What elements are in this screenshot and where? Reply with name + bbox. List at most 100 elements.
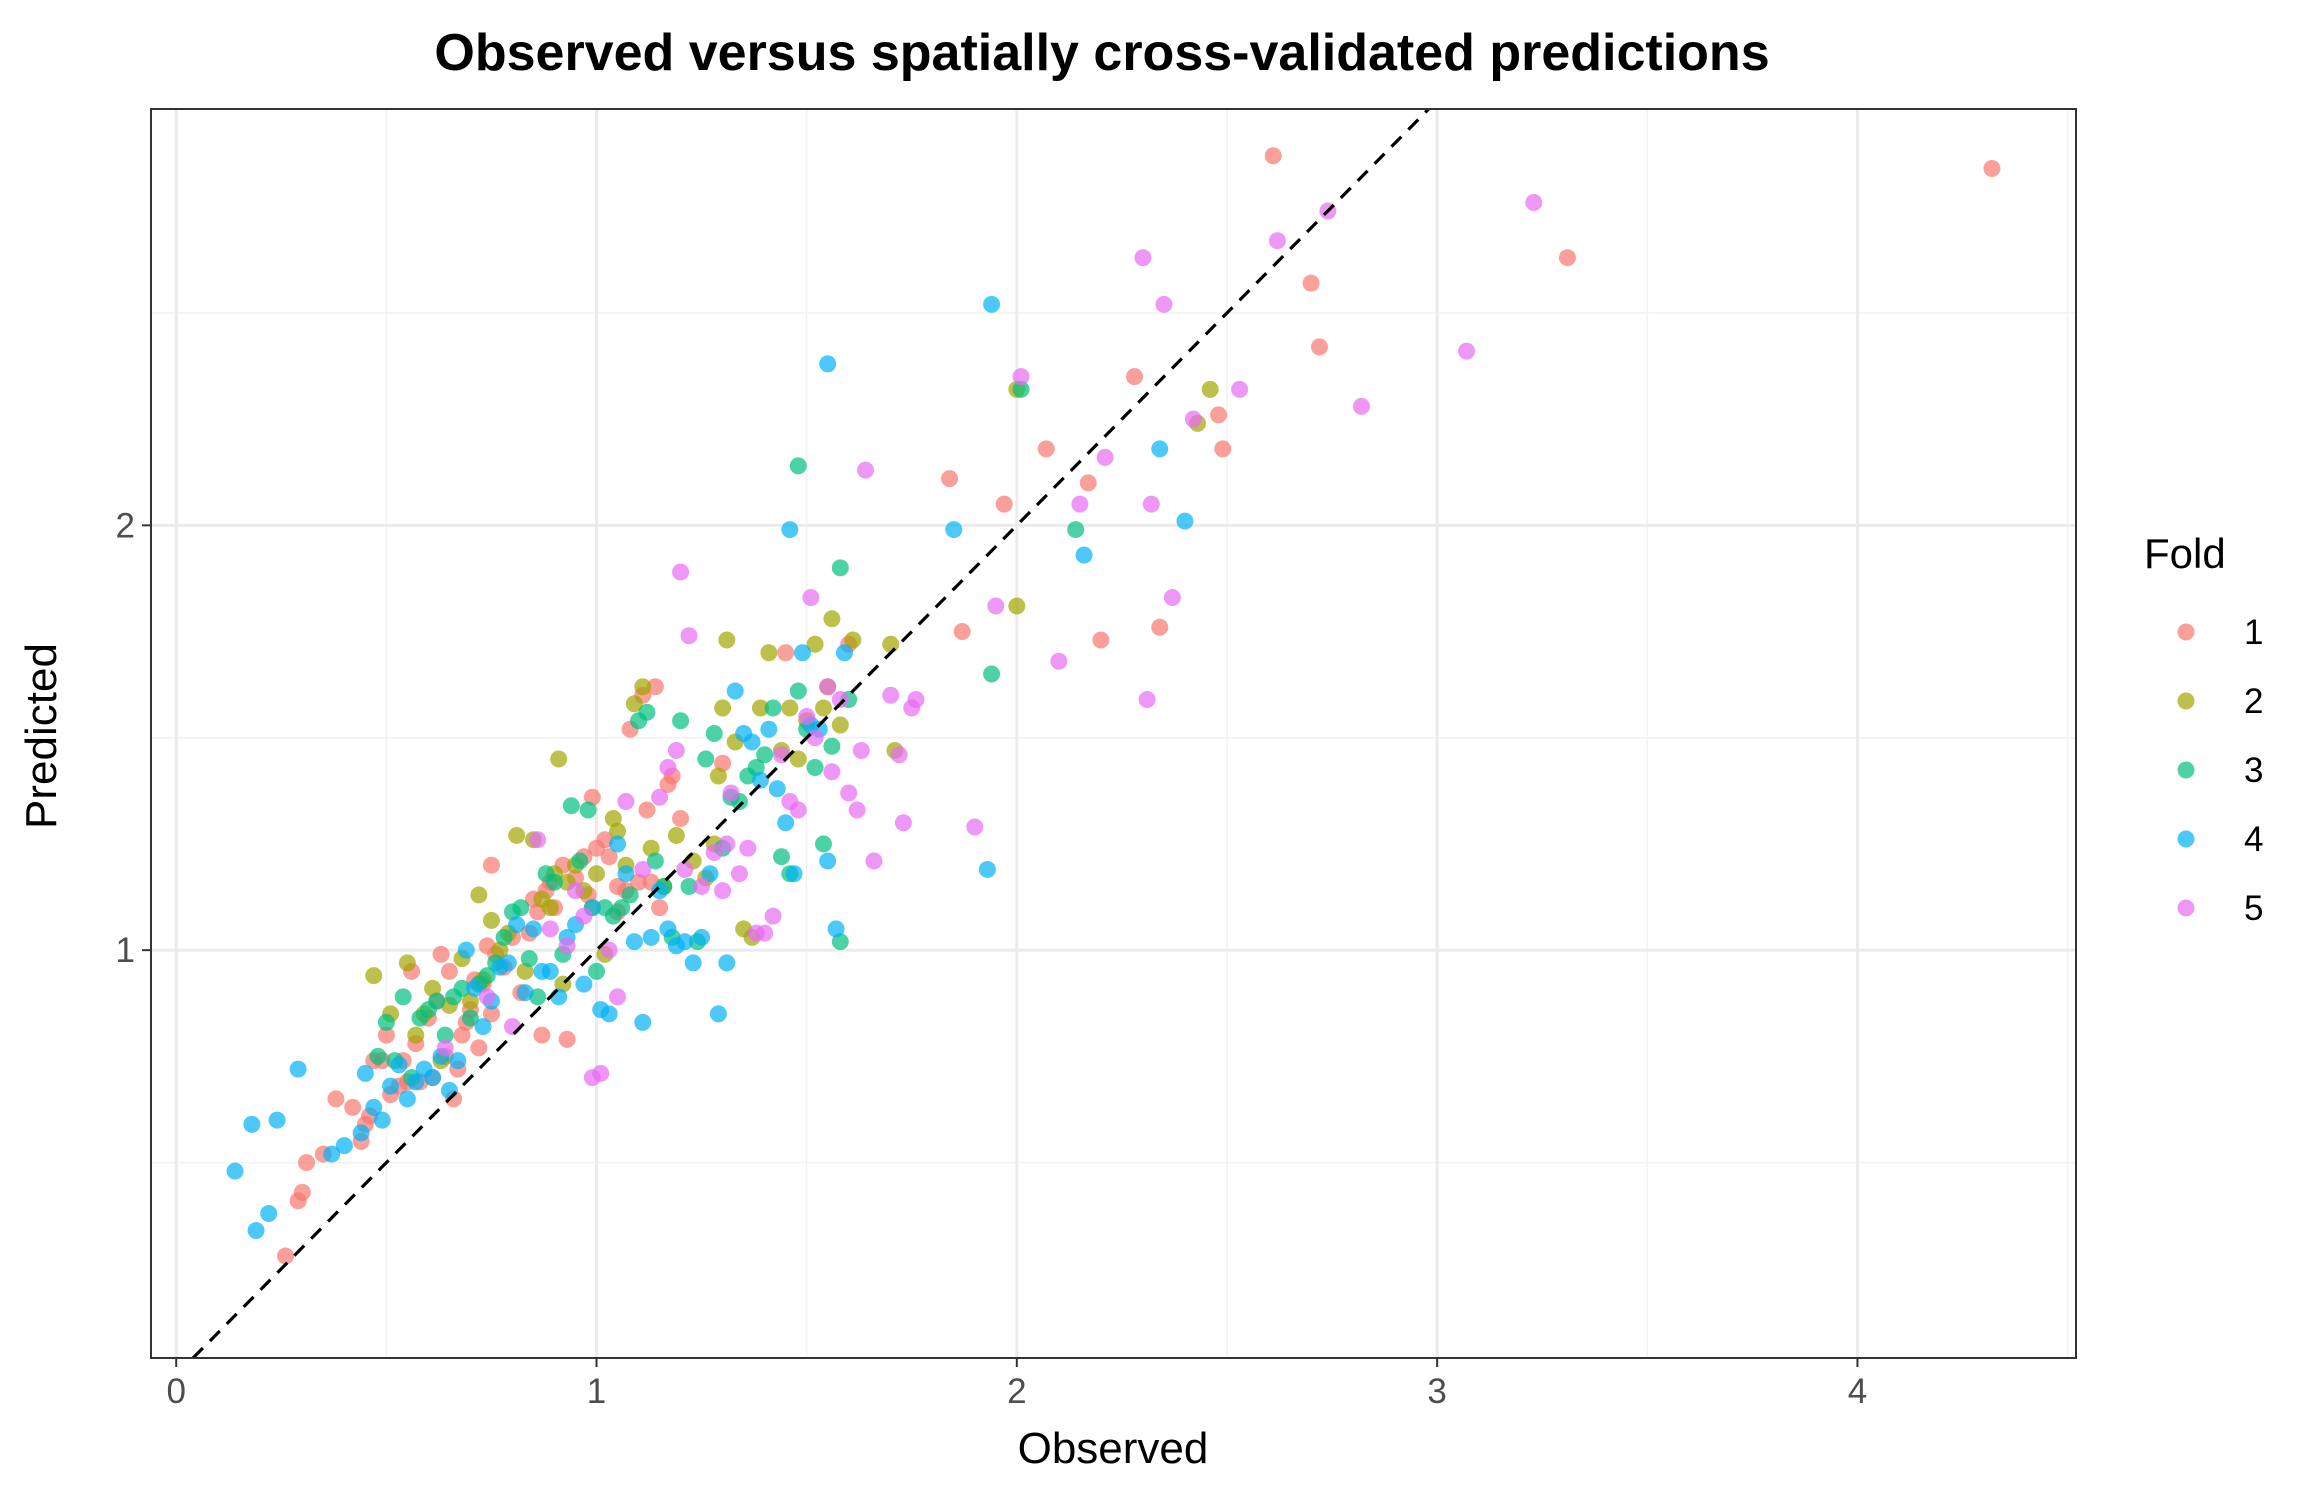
legend-key-4 [2177, 830, 2195, 848]
legend-label: 1 [2244, 613, 2263, 652]
x-tick-label: 1 [587, 1372, 606, 1411]
point-fold-5 [436, 1039, 454, 1057]
y-tick-label: 1 [116, 931, 135, 970]
point-fold-2 [365, 967, 383, 985]
point-fold-5 [1012, 368, 1030, 386]
point-fold-4 [709, 1005, 727, 1023]
point-fold-3 [789, 682, 807, 700]
point-fold-2 [789, 750, 807, 768]
point-fold-5 [756, 924, 774, 942]
point-fold-3 [545, 873, 563, 891]
point-fold-5 [852, 741, 870, 759]
point-fold-5 [806, 729, 824, 747]
point-fold-5 [672, 563, 690, 581]
point-fold-4 [1151, 440, 1169, 458]
point-fold-5 [1050, 652, 1068, 670]
x-tick-label: 3 [1427, 1372, 1446, 1411]
point-fold-3 [579, 801, 597, 819]
point-fold-5 [831, 691, 849, 709]
point-fold-2 [806, 635, 824, 653]
point-fold-3 [814, 835, 832, 853]
point-fold-5 [1134, 249, 1152, 267]
point-fold-4 [793, 644, 811, 662]
point-fold-5 [798, 708, 816, 726]
point-fold-4 [819, 355, 837, 373]
point-fold-3 [764, 699, 782, 717]
point-fold-2 [882, 635, 900, 653]
point-fold-4 [743, 733, 761, 751]
point-fold-5 [890, 746, 908, 764]
point-fold-5 [1458, 342, 1476, 360]
point-fold-1 [1126, 368, 1144, 386]
point-fold-4 [718, 954, 736, 972]
point-fold-3 [394, 988, 412, 1006]
point-fold-4 [617, 865, 635, 883]
x-tick-label: 0 [166, 1372, 185, 1411]
point-fold-3 [562, 797, 580, 815]
point-fold-3 [453, 979, 471, 997]
point-fold-3 [621, 886, 639, 904]
point-fold-5 [659, 758, 677, 776]
point-fold-1 [1214, 440, 1232, 458]
point-fold-4 [407, 1073, 425, 1091]
point-fold-5 [894, 814, 912, 832]
point-fold-3 [520, 950, 538, 968]
point-fold-2 [508, 826, 526, 844]
point-fold-4 [550, 988, 568, 1006]
point-fold-4 [781, 521, 799, 539]
point-fold-1 [558, 1030, 576, 1048]
point-fold-4 [651, 882, 669, 900]
point-fold-1 [1151, 618, 1169, 636]
point-fold-1 [651, 899, 669, 917]
point-fold-5 [529, 831, 547, 849]
y-axis-title: Predicted [17, 643, 66, 829]
point-fold-4 [352, 1124, 370, 1142]
point-fold-2 [667, 826, 685, 844]
point-fold-5 [676, 860, 694, 878]
point-fold-4 [760, 720, 778, 738]
legend-key-2 [2177, 692, 2195, 710]
point-fold-5 [503, 1018, 521, 1036]
point-fold-4 [335, 1137, 353, 1155]
point-fold-4 [524, 920, 542, 938]
point-fold-5 [722, 784, 740, 802]
point-fold-1 [1210, 406, 1228, 424]
point-fold-5 [651, 788, 669, 806]
point-fold-5 [1352, 397, 1370, 415]
point-fold-5 [600, 941, 618, 959]
point-fold-1 [293, 1183, 311, 1201]
point-fold-1 [941, 470, 959, 488]
point-fold-5 [1184, 410, 1202, 428]
point-fold-3 [672, 712, 690, 730]
data-points [226, 147, 2001, 1265]
point-fold-2 [844, 631, 862, 649]
point-fold-5 [987, 597, 1005, 615]
plot-panel-border [150, 108, 2077, 1359]
point-fold-4 [516, 984, 534, 1002]
point-fold-2 [588, 865, 606, 883]
point-fold-4 [751, 771, 769, 789]
point-fold-3 [806, 758, 824, 776]
point-fold-1 [777, 644, 795, 662]
point-fold-5 [634, 860, 652, 878]
point-fold-2 [709, 767, 727, 785]
point-fold-3 [823, 737, 841, 755]
point-fold-3 [705, 725, 723, 742]
point-fold-5 [1525, 193, 1543, 211]
point-fold-2 [1008, 597, 1026, 615]
point-fold-4 [323, 1145, 341, 1163]
point-fold-5 [1268, 232, 1286, 250]
point-fold-3 [436, 1026, 454, 1044]
point-fold-3 [638, 703, 656, 721]
point-fold-1 [646, 678, 664, 696]
point-fold-5 [730, 865, 748, 883]
point-fold-4 [268, 1111, 286, 1129]
legend: Fold 1 2 3 4 5 [2144, 530, 2263, 928]
point-fold-3 [377, 1013, 395, 1031]
point-fold-1 [482, 856, 500, 874]
point-fold-4 [827, 920, 845, 938]
y-axis: 12 [116, 506, 151, 970]
x-axis-title: Observed [1018, 1424, 1209, 1473]
point-fold-2 [751, 699, 769, 717]
